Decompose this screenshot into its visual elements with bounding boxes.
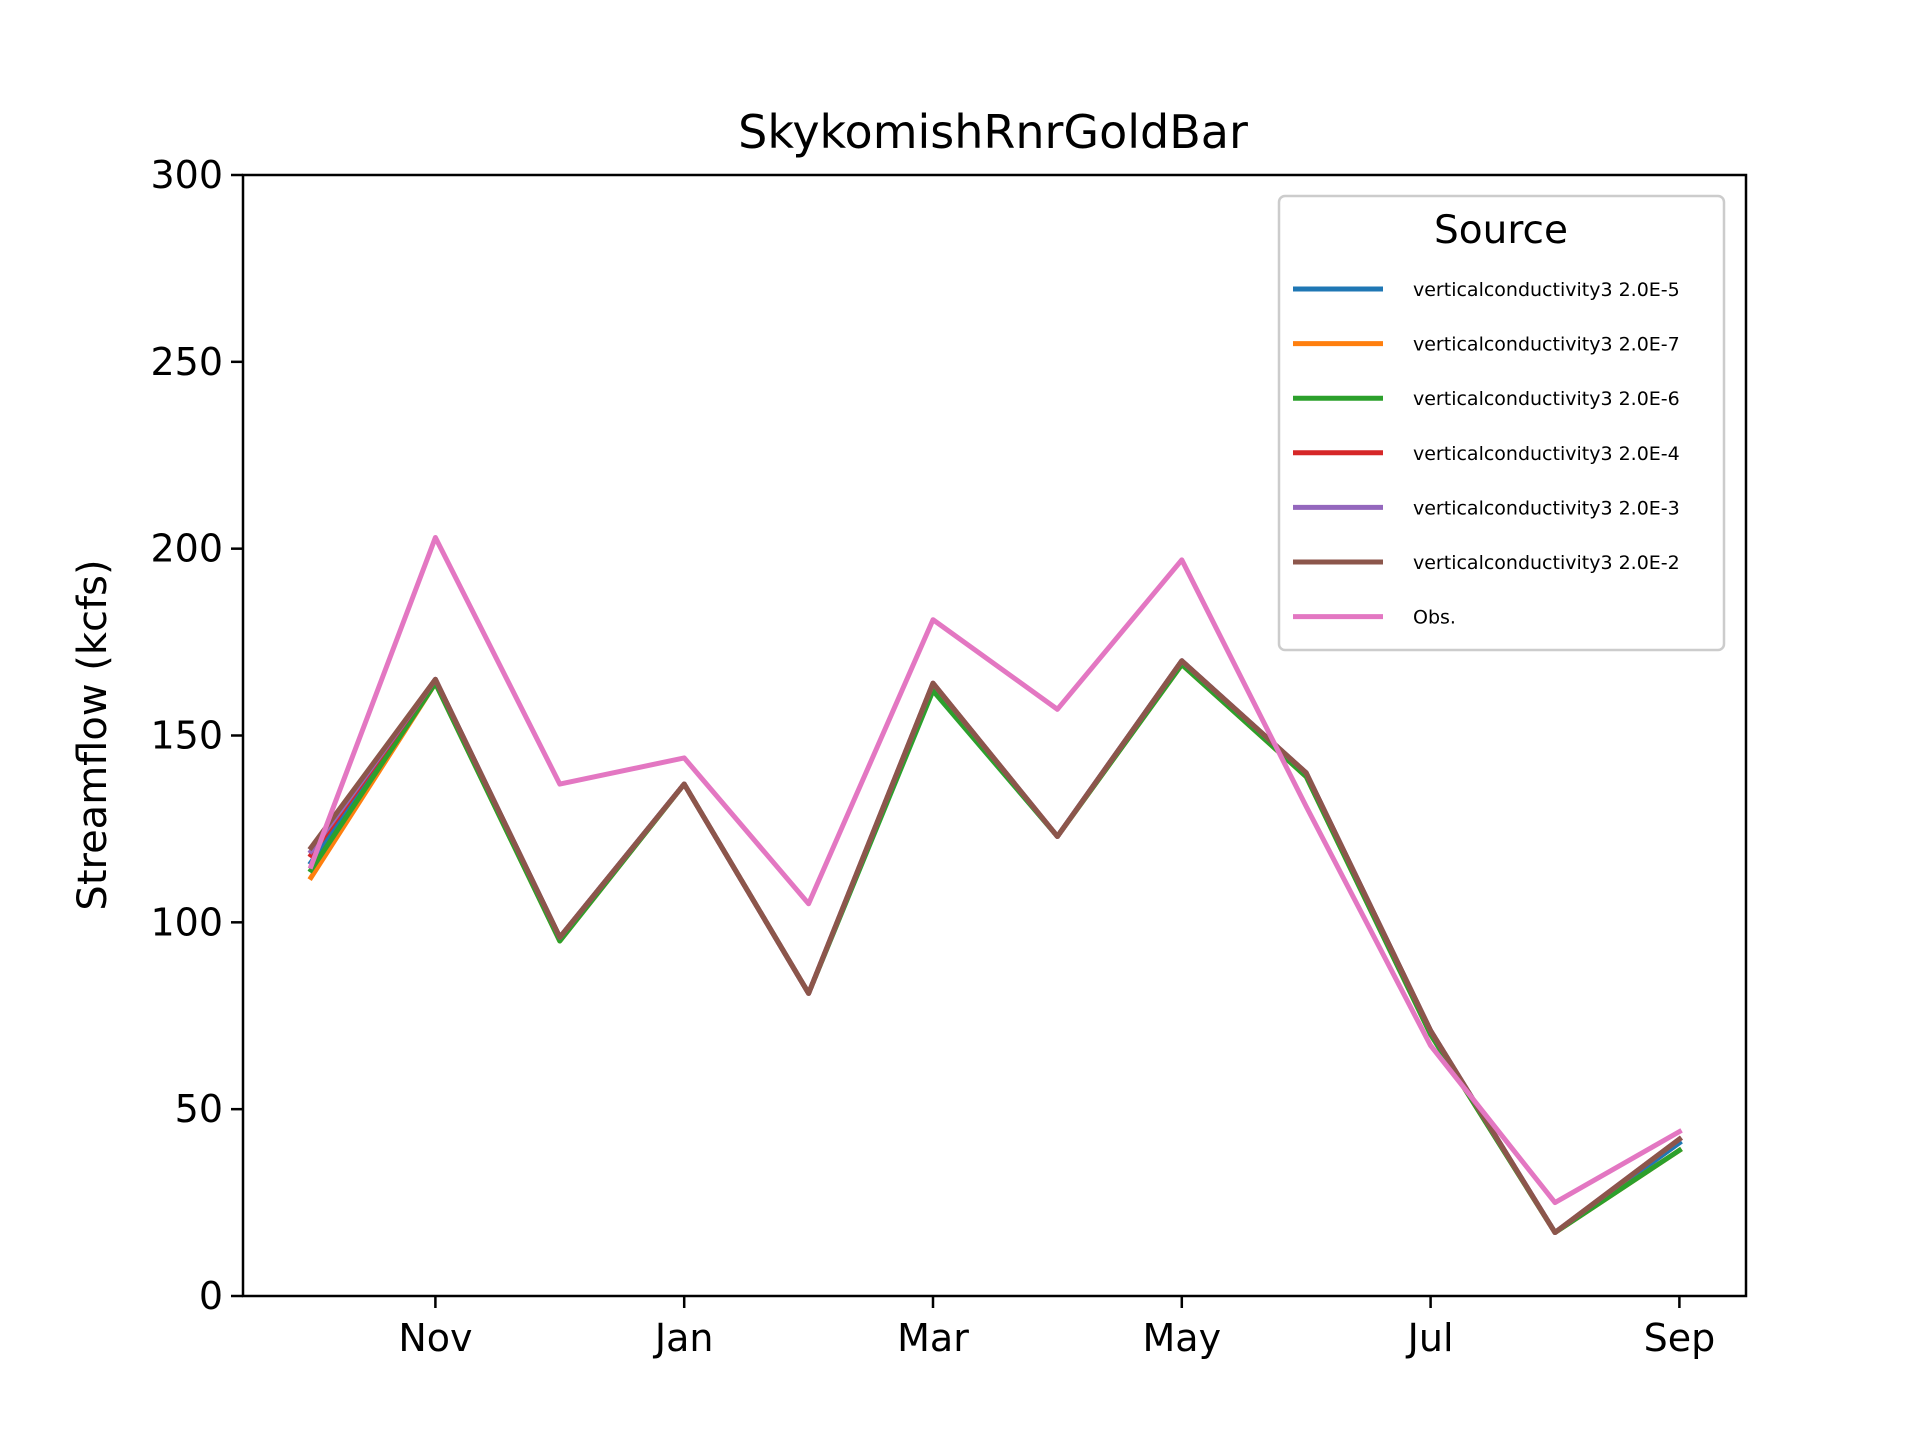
series-line-3: [307, 658, 1683, 1235]
x-axis-ticks: Nov Jan Mar May Jul Sep: [398, 1296, 1715, 1360]
series-line-6: [307, 535, 1683, 1206]
x-tick-label-2: Mar: [897, 1316, 969, 1360]
legend: Source verticalconductivity3 2.0E-5verti…: [1277, 194, 1726, 652]
y-axis-label: Streamflow (kcfs): [70, 559, 116, 910]
series-line-0: [307, 658, 1683, 1235]
y-tick-label-2: 100: [150, 900, 223, 944]
chart-title: SkykomishRnrGoldBar: [738, 105, 1248, 159]
legend-label-3: verticalconductivity3 2.0E-4: [1413, 443, 1680, 465]
y-tick-label-5: 250: [150, 340, 223, 384]
series-line-5: [307, 658, 1683, 1235]
y-tick-label-1: 50: [175, 1087, 223, 1131]
legend-label-5: verticalconductivity3 2.0E-2: [1413, 552, 1680, 574]
x-tick-label-4: Jul: [1406, 1316, 1454, 1360]
legend-box: [1277, 194, 1726, 652]
legend-label-6: Obs.: [1413, 607, 1456, 629]
series-lines: [307, 535, 1683, 1235]
series-line-1: [307, 662, 1683, 1235]
x-tick-label-1: Jan: [653, 1316, 714, 1360]
y-tick-label-6: 300: [150, 153, 223, 197]
series-line-2: [307, 662, 1683, 1235]
series-line-4: [307, 658, 1683, 1235]
legend-items: verticalconductivity3 2.0E-5 verticalcond…: [1293, 279, 1680, 629]
legend-title: Source: [1434, 208, 1568, 253]
legend-label-1: verticalconductivity3 2.0E-7: [1413, 334, 1680, 356]
x-tick-label-3: May: [1143, 1316, 1222, 1360]
x-tick-label-5: Sep: [1644, 1316, 1716, 1360]
y-axis-ticks: 0 50 100 150 200 250 300: [150, 153, 243, 1318]
y-tick-label-3: 150: [150, 714, 223, 758]
legend-label-0: verticalconductivity3 2.0E-5: [1413, 279, 1680, 301]
y-tick-label-0: 0: [199, 1274, 223, 1318]
x-tick-label-0: Nov: [398, 1316, 472, 1360]
y-tick-label-4: 200: [150, 527, 223, 571]
legend-label-4: verticalconductivity3 2.0E-3: [1413, 497, 1680, 519]
legend-label-2: verticalconductivity3 2.0E-6: [1413, 388, 1680, 410]
